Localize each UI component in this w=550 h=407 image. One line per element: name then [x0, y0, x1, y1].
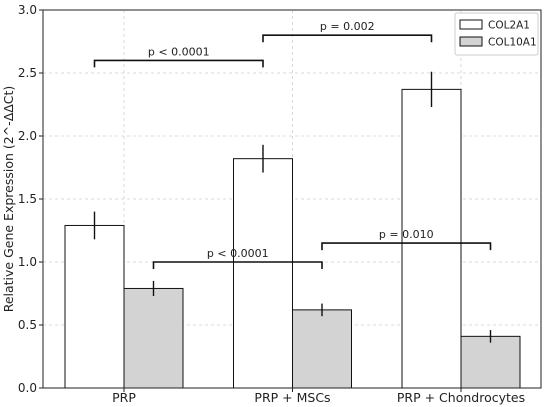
bracket-line [321, 242, 492, 251]
y-tick-label: 1.5 [18, 192, 37, 206]
bracket-line [93, 59, 264, 68]
y-axis-title: Relative Gene Expression (2^-ΔΔCt) [1, 86, 16, 313]
y-tick-label: 2.0 [18, 129, 37, 143]
y-axis: 0.0 0.5 1.0 1.5 2.0 2.5 3.0 [18, 3, 43, 395]
legend-swatch-col10a1 [459, 36, 483, 47]
bar-col10a1-1 [292, 309, 352, 389]
y-tick-label: 0.5 [18, 318, 37, 332]
significance-bracket: p < 0.0001 [93, 45, 264, 68]
bracket-line [152, 261, 323, 269]
legend-label-col2a1: COL2A1 [488, 20, 530, 32]
y-tick-label: 0.0 [18, 381, 37, 395]
legend-swatch-col2a1 [459, 19, 483, 30]
x-tick-label: PRP [112, 390, 136, 405]
p-value-label: p < 0.0001 [207, 247, 269, 260]
significance-bracket: p = 0.002 [262, 20, 433, 43]
y-tick-label: 3.0 [18, 3, 37, 17]
significance-layer: p < 0.0001 p = 0.002 p < 0.0001 p = 0.010 [93, 20, 492, 269]
bar-col10a1-2 [460, 335, 521, 389]
legend: COL2A1 COL10A1 [454, 12, 539, 56]
significance-bracket: p = 0.010 [321, 228, 492, 251]
p-value-label: p = 0.002 [320, 20, 375, 33]
bracket-line [262, 34, 433, 43]
error-bars-layer [93, 71, 492, 343]
bar-col2a1-1 [233, 158, 293, 389]
bar-col2a1-0 [64, 224, 125, 389]
x-tick-label: PRP + Chondrocytes [397, 390, 525, 405]
bars-layer [64, 88, 521, 389]
bar-col2a1-2 [401, 88, 462, 389]
y-tick-label: 2.5 [18, 66, 37, 80]
x-tick-label: PRP + MSCs [254, 390, 330, 405]
p-value-label: p < 0.0001 [148, 45, 210, 58]
y-tick-label: 1.0 [18, 255, 37, 269]
bar-col10a1-0 [123, 287, 184, 389]
p-value-label: p = 0.010 [379, 228, 434, 241]
x-axis: PRP PRP + MSCs PRP + Chondrocytes [112, 388, 525, 405]
legend-label-col10a1: COL10A1 [488, 37, 537, 49]
significance-bracket: p < 0.0001 [152, 247, 323, 269]
